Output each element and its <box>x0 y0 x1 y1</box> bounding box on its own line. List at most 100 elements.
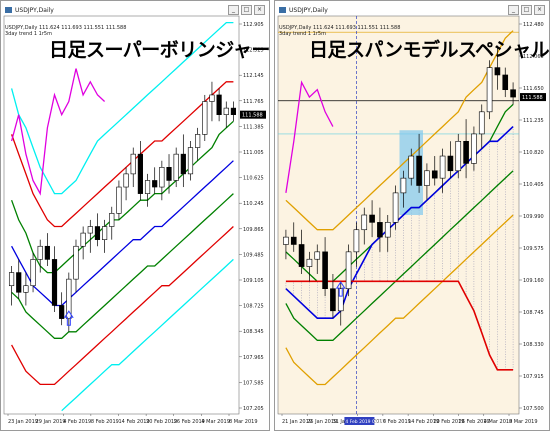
y-tick-label: 108.725 <box>243 304 264 310</box>
y-tick-label: 112.065 <box>523 54 544 60</box>
chart-canvas[interactable]: 112.480 112.065 111.650 111.235 110.820 110.4… <box>275 1 549 430</box>
up-arrow-icon <box>335 281 346 297</box>
x-tick-label: 4 Mar 2019 <box>484 419 513 425</box>
candle-body <box>195 134 201 148</box>
candle-body <box>306 258 313 267</box>
window-title: USDJPY,Daily <box>289 7 328 14</box>
y-tick-label: 108.745 <box>523 310 544 316</box>
y-tick-label: 107.205 <box>243 406 264 412</box>
y-tick-label: 109.105 <box>243 278 264 284</box>
last-price-box <box>520 93 546 102</box>
x-tick-label: 8 Feb 2019 <box>383 419 411 425</box>
x-tick-label: 29 Jan 2019 <box>36 419 66 425</box>
chart-title: 日足スパンモデルスペシャル <box>309 39 550 61</box>
y-tick-label: 110.820 <box>523 150 544 156</box>
candle-body <box>173 153 179 181</box>
ohlc-header: USDJPY,Daily 111.624 111.693 111.551 111… <box>279 25 401 31</box>
x-tick-label: 14 Feb 2019 <box>408 419 439 425</box>
plot-area <box>277 15 520 415</box>
candle-body <box>44 245 50 260</box>
chart-canvas[interactable]: 112.905 112.525 112.145 111.765 111.385 111.0… <box>1 1 269 430</box>
x-tick-label: 8 Mar 2019 <box>509 419 538 425</box>
maximize-button[interactable]: □ <box>521 5 532 15</box>
series-line <box>10 120 234 274</box>
candle-body <box>298 244 305 267</box>
series-line <box>61 258 234 412</box>
last-price-box <box>240 110 266 119</box>
candle-body <box>166 167 172 181</box>
indicator-header: 3day trend 1 1r5m <box>279 31 326 37</box>
y-tick-label: 109.485 <box>243 252 264 258</box>
plot-area <box>3 15 240 415</box>
candle-body <box>408 155 415 179</box>
candle-body <box>137 153 143 194</box>
candle-body <box>130 153 136 175</box>
x-tick-label: 23 Jan 2019 <box>8 419 38 425</box>
candle-body <box>152 180 158 188</box>
candle-body <box>216 94 222 115</box>
x-tick-label: 26 Feb 2019 <box>459 419 490 425</box>
y-tick-label: 110.245 <box>243 201 264 207</box>
candle-body <box>209 94 215 102</box>
candle-body <box>202 101 208 135</box>
minimize-button[interactable]: _ <box>508 5 519 15</box>
y-tick-label: 109.160 <box>523 278 544 284</box>
candle-body <box>392 192 399 223</box>
candle-body <box>353 229 360 253</box>
candle-body <box>51 259 58 306</box>
candle-body <box>230 107 237 115</box>
y-tick-label: 112.905 <box>243 22 264 28</box>
x-tick-label: 25 Jan 2019 <box>307 419 337 425</box>
chart-window-superbollinger: USDJPY,Daily _ □ × USDJPY,Daily 111.624 … <box>0 0 270 431</box>
candle-body <box>455 140 462 172</box>
y-tick-label: 109.990 <box>523 214 544 220</box>
candle-body <box>94 226 101 240</box>
candle-body <box>109 213 115 227</box>
window-title: USDJPY,Daily <box>15 7 54 14</box>
minimize-button[interactable]: _ <box>228 5 239 15</box>
candle-body <box>486 67 493 113</box>
maximize-button[interactable]: □ <box>241 5 252 15</box>
y-tick-label: 109.865 <box>243 227 264 233</box>
y-tick-label: 110.625 <box>243 176 264 182</box>
close-button[interactable]: × <box>534 5 545 15</box>
x-tick-label: 26 Feb 2019 <box>174 419 205 425</box>
candle-body <box>377 222 383 238</box>
candle-body <box>87 226 93 234</box>
candle-body <box>59 305 65 319</box>
x-tick-label: 4 Feb 2019 <box>63 419 91 425</box>
series-line <box>11 160 234 307</box>
candle-body <box>361 214 368 231</box>
candle-body <box>322 251 328 290</box>
series-line <box>11 193 234 339</box>
window-controls: _ □ × <box>508 5 545 15</box>
candle-body <box>180 153 186 175</box>
y-tick-label: 112.525 <box>243 48 264 54</box>
candle-body <box>330 288 336 312</box>
candle-body <box>439 155 446 179</box>
candle-body <box>223 107 229 115</box>
x-tick-label: 14 Feb 2019 <box>119 419 150 425</box>
series-line <box>285 80 334 193</box>
series-line <box>11 226 234 386</box>
candle-body <box>494 67 501 76</box>
candle-body <box>80 232 86 247</box>
candle-body <box>424 170 430 186</box>
y-tick-label: 108.345 <box>243 329 264 335</box>
close-button[interactable]: × <box>254 5 265 15</box>
y-tick-label: 109.575 <box>523 246 544 252</box>
series-line <box>285 170 514 341</box>
candle-body <box>400 177 407 194</box>
indicator-header: 3day trend 1 1r5m <box>5 31 52 37</box>
chart-window-spanmodel: USDJPY,Daily _ □ × USDJPY,Daily 111.624 … <box>274 0 550 431</box>
y-tick-label: 111.385 <box>243 124 264 130</box>
candle-body <box>478 111 485 135</box>
series-line <box>10 81 234 228</box>
series-line <box>285 30 514 231</box>
y-tick-label: 112.480 <box>523 22 544 28</box>
cursor-date-box <box>344 417 375 425</box>
candle-body <box>337 288 344 312</box>
candle-body <box>16 272 22 293</box>
candle-body <box>314 251 321 260</box>
y-tick-label: 110.405 <box>523 182 544 188</box>
